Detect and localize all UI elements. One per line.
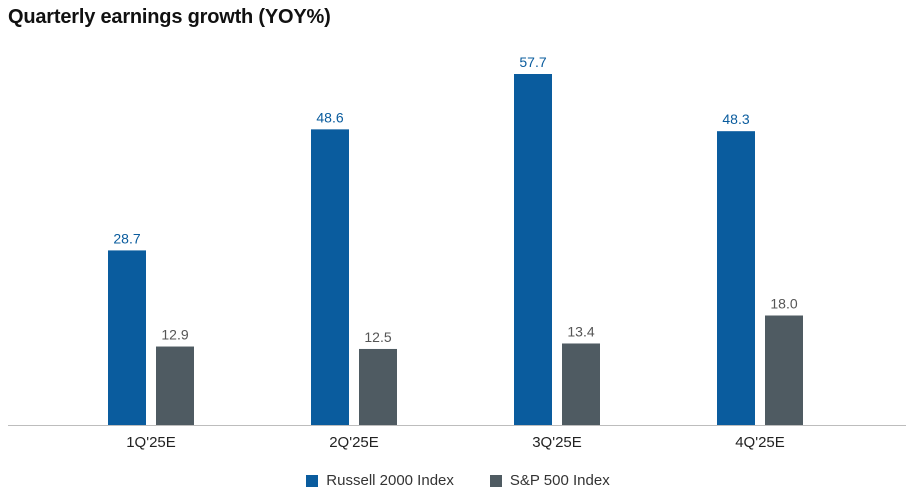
x-tick-label-1: 1Q'25E [126, 434, 176, 451]
legend-swatch-sp500 [489, 474, 502, 487]
bar-russell-4 [717, 131, 755, 425]
chart-title: Quarterly earnings growth (YOY%) [8, 6, 331, 28]
legend-item-sp500: S&P 500 Index [489, 472, 610, 489]
data-label-sp500-4: 18.0 [770, 296, 797, 312]
data-label-sp500-2: 12.5 [364, 329, 391, 345]
x-tick-label-2: 2Q'25E [329, 434, 379, 451]
data-label-russell-4: 48.3 [722, 111, 749, 127]
bar-russell-1 [108, 250, 146, 425]
legend: Russell 2000 Index S&P 500 Index [0, 472, 916, 489]
bar-sp500-4 [765, 315, 803, 425]
data-label-russell-2: 48.6 [316, 109, 343, 125]
bar-sp500-1 [156, 346, 194, 425]
x-tick-label-4: 4Q'25E [735, 434, 785, 451]
legend-item-russell: Russell 2000 Index [306, 472, 454, 489]
data-label-sp500-1: 12.9 [161, 327, 188, 343]
bar-russell-2 [311, 129, 349, 425]
data-label-sp500-3: 13.4 [567, 323, 594, 339]
bar-russell-3 [514, 74, 552, 425]
legend-label-russell: Russell 2000 Index [326, 472, 454, 489]
legend-swatch-russell [306, 474, 319, 487]
bar-sp500-2 [359, 348, 397, 425]
bar-chart: 28.7 12.9 1Q'25E 48.6 12.5 2Q'25E 57.7 13.4 3Q'2… [8, 54, 906, 451]
data-label-russell-1: 28.7 [113, 230, 140, 246]
bar-sp500-3 [562, 343, 600, 425]
data-label-russell-3: 57.7 [519, 54, 546, 70]
legend-label-sp500: S&P 500 Index [509, 472, 610, 489]
x-tick-label-3: 3Q'25E [532, 434, 582, 451]
